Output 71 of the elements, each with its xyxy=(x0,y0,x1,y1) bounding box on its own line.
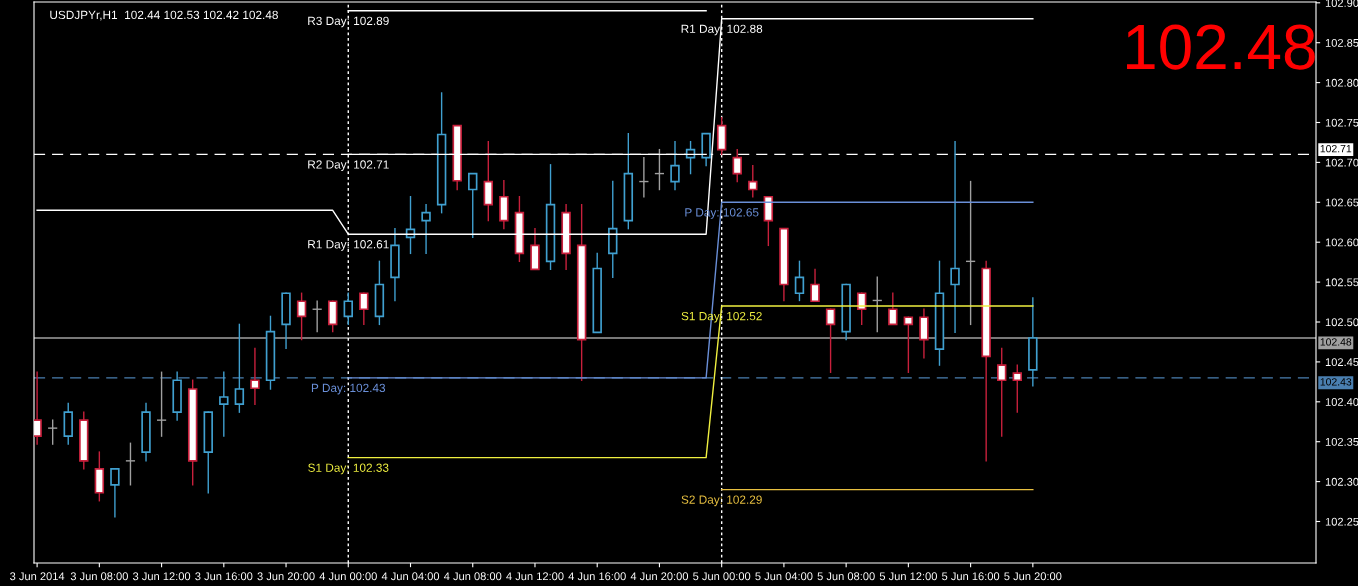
candlestick xyxy=(468,172,478,239)
x-tick-label: 5 Jun 00:00 xyxy=(693,572,751,581)
x-tick-label: 3 Jun 2014 xyxy=(10,572,65,581)
candlestick xyxy=(919,308,929,359)
y-tick-label: 102.25 xyxy=(1325,517,1358,526)
candlestick xyxy=(748,164,758,198)
candlestick xyxy=(810,268,820,303)
y-tick-label: 102.40 xyxy=(1325,398,1358,406)
candlestick xyxy=(670,140,680,191)
candlestick xyxy=(825,308,836,373)
candlestick xyxy=(250,347,260,405)
y-tick-label: 102.90 xyxy=(1325,0,1358,7)
candlestick xyxy=(996,347,1007,437)
candlestick xyxy=(763,195,774,247)
text: USDJPYr,H1 102.44 102.53 102.42 102.48 xyxy=(50,10,278,21)
annotation: P Day: 102.43 xyxy=(311,383,386,395)
x-tick-label: 5 Jun 12:00 xyxy=(879,572,937,581)
candlestick xyxy=(219,371,229,437)
y-tick-label: 102.55 xyxy=(1325,278,1358,287)
y-tick-label: 102.50 xyxy=(1325,318,1358,327)
annotation: R1 Day: 102.61 xyxy=(308,240,389,251)
x-tick-label: 4 Jun 04:00 xyxy=(381,572,440,581)
candlestick xyxy=(110,467,120,518)
y-tick-label: 102.75 xyxy=(1325,118,1358,127)
ref-line-label: 102.71 xyxy=(1320,144,1352,153)
x-tick-label: 4 Jun 16:00 xyxy=(568,572,626,581)
candlestick xyxy=(701,132,711,167)
x-tick-label: 3 Jun 20:00 xyxy=(257,572,315,581)
candlestick xyxy=(888,292,898,326)
candlestick xyxy=(48,419,58,445)
y-tick-label: 102.85 xyxy=(1325,38,1358,47)
ref-line-label: 102.48 xyxy=(1320,338,1352,346)
x-tick-label: 3 Jun 12:00 xyxy=(132,572,191,581)
candlestick xyxy=(94,451,105,502)
annotation: R3 Day: 102.89 xyxy=(308,16,389,28)
x-tick-label: 4 Jun 20:00 xyxy=(630,572,689,581)
annotation: R2 Day: 102.71 xyxy=(308,160,389,171)
candlestick xyxy=(499,180,509,230)
candlestick xyxy=(950,140,960,334)
y-tick-label: 102.70 xyxy=(1325,158,1358,167)
candlestick xyxy=(1012,364,1023,413)
y-tick-label: 102.45 xyxy=(1325,358,1358,367)
candlestick xyxy=(296,292,307,341)
annotation: S1 Day: 102.33 xyxy=(308,463,389,475)
x-tick-label: 5 Jun 04:00 xyxy=(755,572,813,581)
candlestick xyxy=(359,292,369,326)
y-tick-label: 102.30 xyxy=(1325,477,1358,486)
candlestick xyxy=(903,316,914,373)
x-tick-label: 3 Jun 08:00 xyxy=(70,572,128,581)
candlestick xyxy=(234,323,245,413)
y-tick-label: 102.65 xyxy=(1325,198,1358,207)
y-tick-label: 102.60 xyxy=(1325,238,1358,247)
candlestick xyxy=(343,292,354,326)
ref-line-label: 102.43 xyxy=(1320,378,1352,386)
annotation: S2 Day: 102.29 xyxy=(681,495,762,507)
x-tick-label: 3 Jun 16:00 xyxy=(195,572,253,581)
x-tick-label: 5 Jun 08:00 xyxy=(817,572,875,581)
y-tick-label: 102.80 xyxy=(1325,78,1358,87)
candlestick xyxy=(156,371,167,437)
x-tick-label: 4 Jun 00:00 xyxy=(319,572,377,581)
y-tick-label: 102.35 xyxy=(1325,437,1358,446)
x-tick-label: 5 Jun 16:00 xyxy=(942,572,1000,581)
x-tick-label: 4 Jun 12:00 xyxy=(506,572,564,581)
x-tick-label: 5 Jun 20:00 xyxy=(1004,572,1062,581)
candlestick xyxy=(421,203,431,255)
annotation: 102.48 xyxy=(1127,24,1315,70)
candlestick xyxy=(794,260,805,302)
x-tick-label: 4 Jun 08:00 xyxy=(443,572,502,581)
candlestick xyxy=(125,442,136,486)
candlestick xyxy=(327,300,338,333)
candlestick xyxy=(63,402,73,445)
